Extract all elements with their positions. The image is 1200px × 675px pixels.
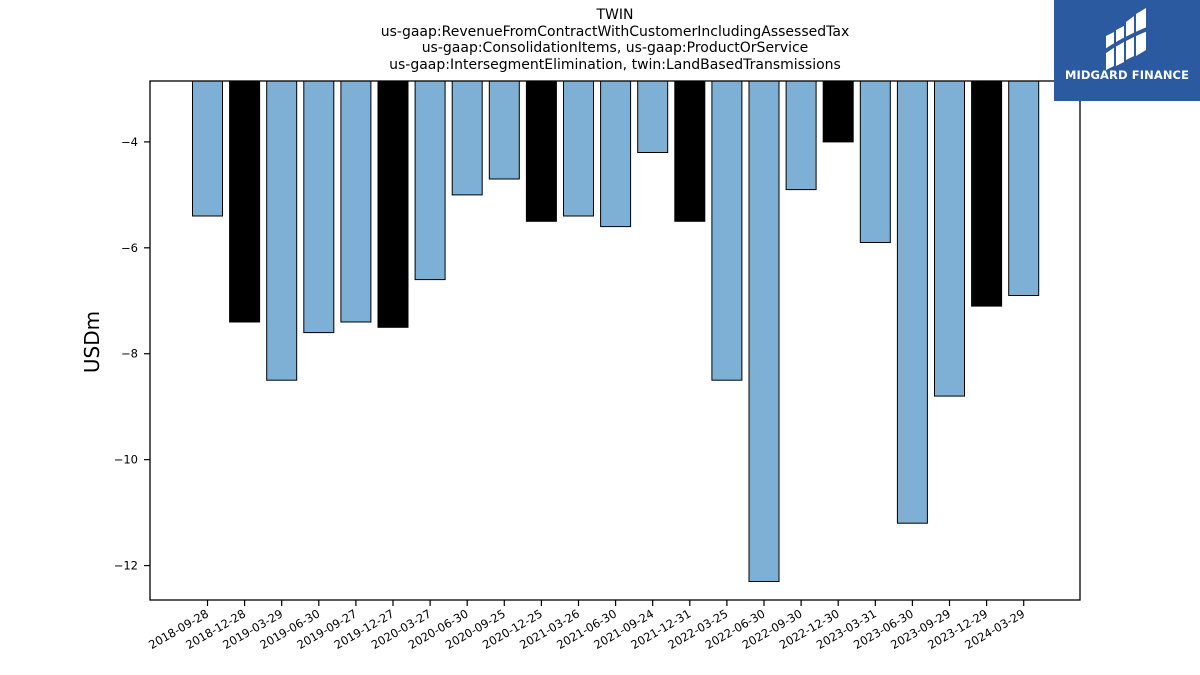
bar [525,80,557,222]
bar [637,80,669,153]
bar [340,80,372,323]
brand-name: MIDGARD FINANCE [1064,68,1190,82]
bar [266,80,298,381]
bar [785,80,817,191]
bar [859,80,891,243]
bar [600,80,632,228]
chart-title-line: TWIN [596,7,634,23]
midgard-logo-icon [1102,8,1151,70]
bar [748,80,780,582]
bar [414,80,446,281]
y-tick-label: −10 [114,453,138,467]
bar [971,80,1003,307]
y-tick-label: −6 [121,241,138,255]
bar [1008,80,1040,296]
bar [488,80,520,180]
bar [896,80,928,524]
bar [674,80,706,222]
chart-title: TWIN us-gaap:RevenueFromContractWithCust… [150,7,1080,73]
y-tick-label: −12 [114,559,138,573]
bar [822,80,854,143]
bar [563,80,594,217]
bar [377,80,409,328]
bar [451,80,483,196]
chart-title-line: us-gaap:IntersegmentElimination, twin:La… [389,56,841,73]
bar [229,80,261,323]
brand-logo: MIDGARD FINANCE [1054,0,1200,101]
y-tick-label: −4 [121,135,138,149]
bar [192,80,223,217]
bar [934,80,965,397]
bar [711,80,743,381]
y-tick-label: −8 [121,347,138,361]
bar [303,80,335,334]
chart-title-line: us-gaap:RevenueFromContractWithCustomerI… [380,23,850,40]
chart-title-line: us-gaap:ConsolidationItems, us-gaap:Prod… [421,40,809,56]
